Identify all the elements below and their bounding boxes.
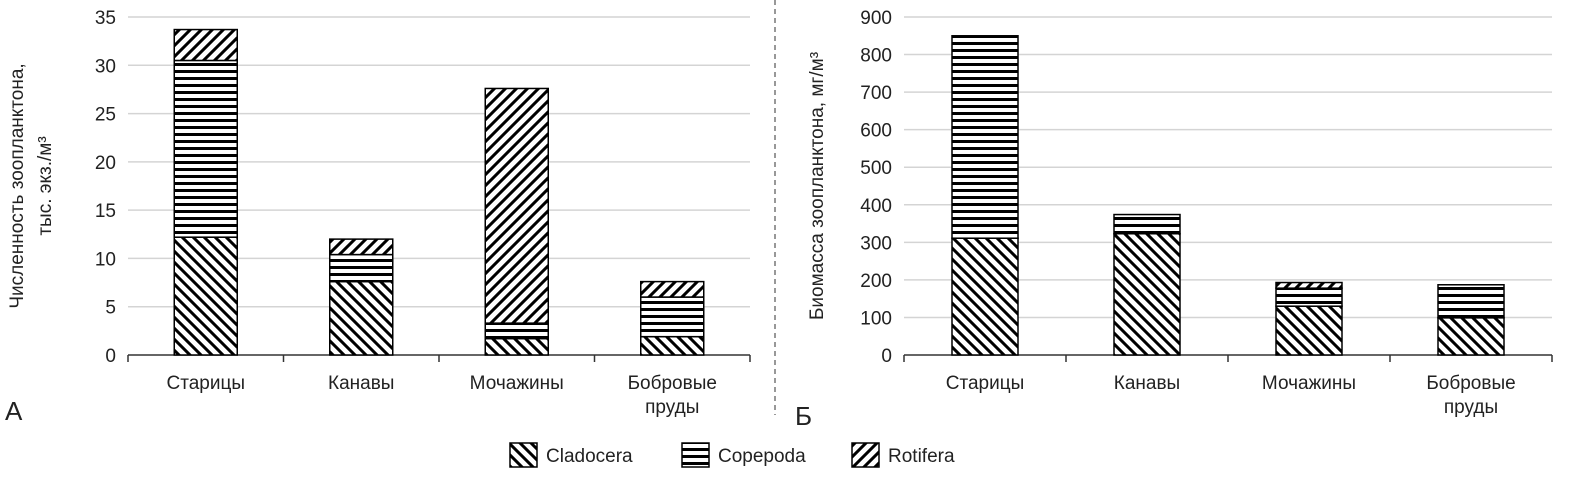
y-tick-label: 200 [860,271,892,292]
bar-rotifera [640,280,705,298]
y-tick-label: 900 [860,8,892,29]
y-tick-label: 100 [860,308,892,329]
panel-label: А [5,396,23,426]
bar-copepoda [484,322,549,340]
y-tick-label: 700 [860,83,892,104]
x-tick-label: Мочажины [1262,373,1356,394]
legend-label: Cladocera [546,446,633,467]
bar-copepoda [1437,284,1505,319]
bar-cladocera [640,335,705,356]
y-tick-label: 30 [95,56,116,77]
panel-label: Б [795,401,812,431]
y-tick-label: 600 [860,121,892,142]
bar-cladocera [1113,232,1181,356]
bar-copepoda [1113,213,1181,235]
y-axis-title: Биомасса зоопланктона, мг/м³ [807,52,828,320]
legend-item-rotifera: Rotifera [851,442,955,468]
y-tick-label: 5 [105,298,116,319]
bar-cladocera [951,237,1019,356]
legend: Cladocera Copepoda Rotifera [509,442,955,468]
bar-copepoda [329,253,394,283]
y-tick-label: 400 [860,196,892,217]
y-tick-label: 10 [95,249,116,270]
legend-label: Copepoda [718,446,806,467]
legend-item-cladocera: Cladocera [509,442,633,468]
bar-rotifera [484,87,549,324]
y-tick-label: 15 [95,201,116,222]
y-tick-label: 0 [105,346,116,367]
legend-item-copepoda: Copepoda [681,442,806,468]
chart-panel-2: 0 100 200 300 400 500 600 700 800 900 Старицы Канав… [795,8,1553,431]
x-tick-label: Канавы [1114,373,1180,394]
x-tick-label: Канавы [328,373,394,394]
y-tick-label: 500 [860,158,892,179]
legend-label: Rotifera [888,446,955,467]
bar-cladocera [1437,317,1505,356]
bar-rotifera [173,28,238,62]
y-tick-label: 35 [95,8,116,29]
bar-cladocera [329,280,394,356]
bar-copepoda [173,59,238,238]
y-axis-title: Численность зоопланктона, [7,63,28,308]
y-tick-label: 25 [95,105,116,126]
bar-copepoda [640,296,705,338]
bar-cladocera [173,236,238,356]
y-tick-label: 20 [95,153,116,174]
bar-rotifera [1275,281,1343,289]
legend-swatch [509,442,538,468]
y-tick-label: 0 [881,346,892,367]
bar-copepoda [951,35,1019,239]
bar-copepoda [1275,287,1343,307]
x-tick-label: Бобровые пруды [1426,373,1515,418]
x-tick-label: Бобровые пруды [628,373,717,418]
chart-panel-1: 0 5 10 15 20 25 30 35 Старицы Канавы Мочажины Бобро… [5,8,751,426]
x-tick-label: Мочажины [470,373,564,394]
x-tick-label: Старицы [946,373,1025,394]
y-tick-label: 300 [860,233,892,254]
bar-cladocera [484,337,549,356]
legend-swatch [681,442,710,468]
bar-rotifera [329,238,394,256]
y-axis-title: тыс. экз./м³ [35,136,56,235]
y-tick-label: 800 [860,46,892,67]
bar-cladocera [1275,305,1343,356]
x-tick-label: Старицы [167,373,246,394]
legend-swatch [851,442,880,468]
